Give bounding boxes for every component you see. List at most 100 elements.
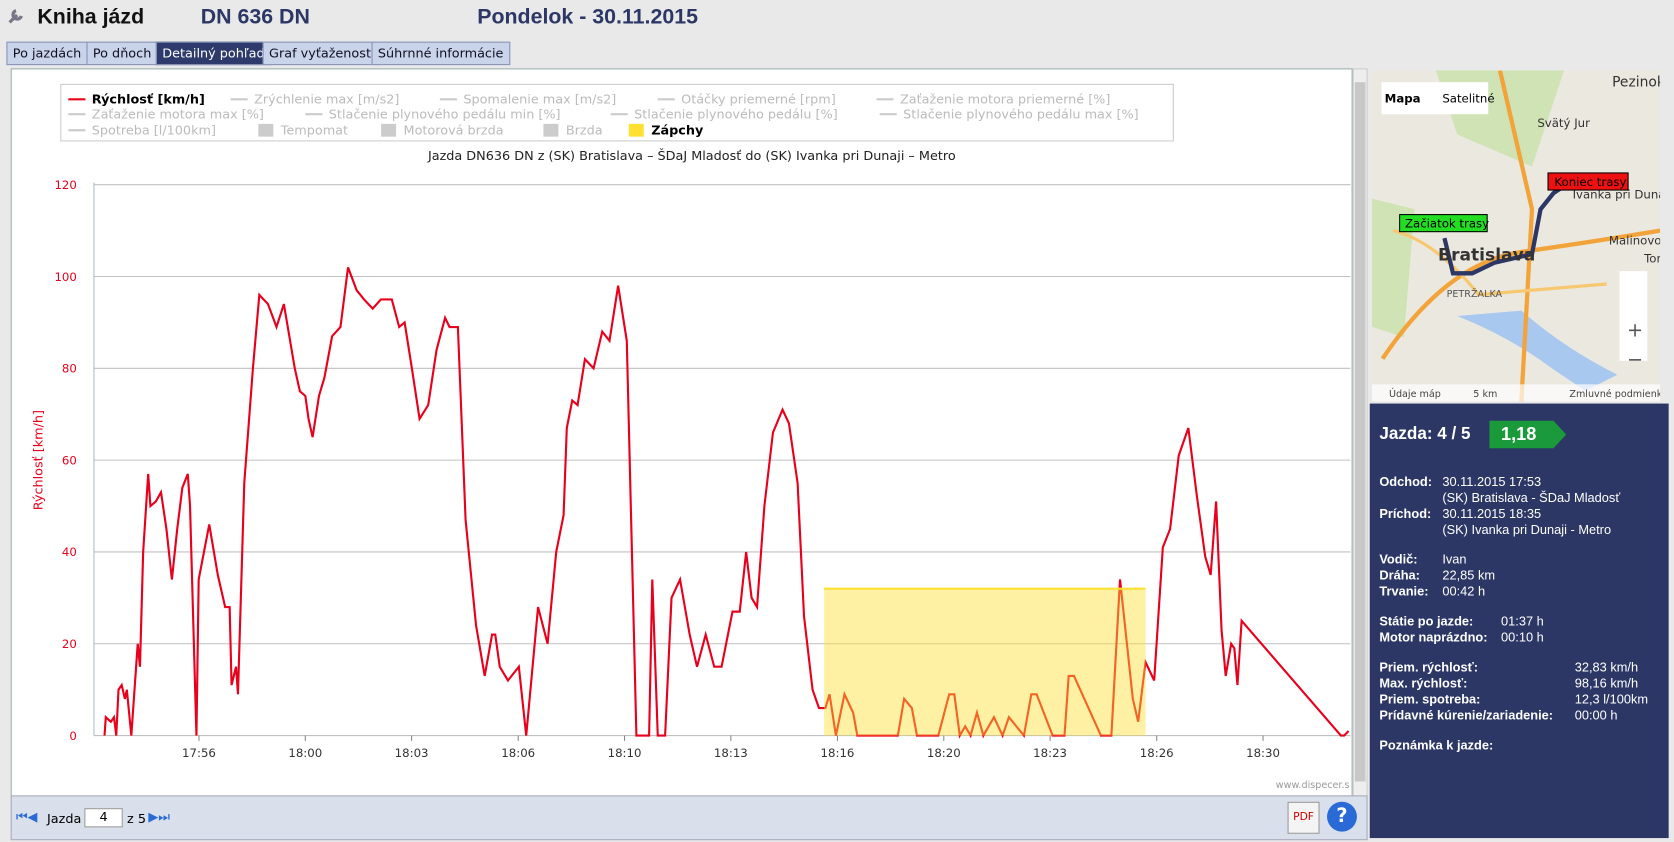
app-title: Kniha jázd — [37, 5, 145, 29]
info-value: 00:10 h — [1501, 629, 1544, 645]
date: Pondelok - 30.11.2015 — [477, 5, 698, 29]
congestion-band — [824, 588, 1146, 736]
legend-label[interactable]: Zápchy — [651, 124, 704, 139]
map: Mapa Satelitné Pezinok Svätý Jur Ivanka … — [1371, 70, 1661, 402]
x-tick-label: 18:10 — [608, 746, 642, 760]
place: Pezinok — [1612, 74, 1660, 90]
info-value: 12,3 l/100km — [1574, 691, 1649, 707]
info-value: 30.11.2015 18:35 — [1442, 506, 1542, 521]
tab[interactable]: Súhrnné informácie — [371, 41, 510, 66]
info-value: 22,85 km — [1442, 567, 1496, 583]
legend-label[interactable]: Stlačenie plynového pedálu min [%] — [329, 108, 561, 123]
legend-label[interactable]: Motorová brzda — [404, 124, 504, 139]
info-value: 32,83 km/h — [1574, 659, 1639, 675]
legend-label[interactable]: Otáčky priemerné [rpm] — [681, 93, 836, 108]
map-tab[interactable]: Mapa — [1385, 91, 1421, 105]
scrollbar[interactable] — [1352, 68, 1368, 798]
legend-label[interactable]: Zaťaženie motora priemerné [%] — [900, 93, 1110, 108]
x-tick-label: 18:30 — [1246, 746, 1280, 760]
x-tick-label: 18:13 — [714, 746, 748, 760]
x-tick-label: 18:20 — [927, 746, 961, 760]
map-footer: 5 km — [1473, 389, 1497, 400]
info-label: Priem. spotreba: — [1379, 691, 1481, 707]
pdf-button[interactable]: PDF — [1287, 801, 1320, 834]
tab[interactable]: Po dňoch — [86, 41, 158, 66]
score-badge — [1489, 420, 1567, 449]
start-marker: Začiatok trasy — [1405, 216, 1489, 230]
info-label: Poznámka k jazde: — [1379, 737, 1494, 753]
info-label: Státie po jazde: — [1379, 613, 1474, 629]
info-label: Prídavné kúrenie/zariadenie: — [1379, 707, 1554, 723]
place: PETRŽALKA — [1447, 287, 1503, 300]
info-value: 00:00 h — [1574, 707, 1618, 723]
legend-label[interactable]: Zaťaženie motora max [%] — [92, 108, 264, 123]
pager-bar: ⏮◀ Jazda 4 z 5 ▶⏭ PDF ? — [10, 795, 1368, 841]
x-tick-label: 18:00 — [288, 746, 322, 760]
chart-title: Jazda DN636 DN z (SK) Bratislava – ŠDaJ … — [427, 148, 956, 164]
y-tick-label: 20 — [62, 637, 77, 651]
legend-swatch — [258, 123, 274, 137]
y-tick-label: 0 — [69, 729, 76, 743]
y-axis-label: Rýchlosť [km/h] — [32, 410, 47, 510]
legend-label[interactable]: Spotreba [l/100km] — [92, 124, 216, 139]
x-tick-label: 18:26 — [1140, 746, 1174, 760]
map-tab[interactable]: Satelitné — [1442, 91, 1494, 105]
info-value: Ivan — [1442, 551, 1467, 567]
pager-total: z 5 — [127, 811, 146, 827]
info-label: Trvanie: — [1379, 583, 1429, 599]
place: Tom — [1643, 252, 1660, 266]
info-value: 98,16 km/h — [1574, 675, 1639, 691]
info-value: (SK) Bratislava - ŠDaJ Mladosť — [1442, 490, 1621, 505]
wrench-icon — [8, 9, 23, 24]
x-tick-label: 18:06 — [501, 746, 535, 760]
info-value: 30.11.2015 17:53 — [1442, 474, 1542, 489]
map-footer: Údaje máp — [1389, 387, 1441, 400]
legend-label[interactable]: Rýchlosť [km/h] — [92, 93, 205, 108]
legend-label[interactable]: Stlačenie plynového pedálu max [%] — [903, 108, 1139, 123]
y-tick-label: 120 — [54, 178, 76, 192]
legend-label[interactable]: Spomalenie max [m/s2] — [463, 93, 616, 108]
y-tick-label: 100 — [54, 270, 76, 284]
x-tick-label: 17:56 — [182, 746, 216, 760]
nav-last[interactable]: ▶⏭ — [148, 809, 170, 825]
place: Svätý Jur — [1537, 116, 1590, 130]
info-value: (SK) Ivanka pri Dunaji - Metro — [1442, 522, 1612, 538]
pager-label: Jazda — [46, 811, 82, 827]
info-label: Priem. rýchlosť: — [1379, 659, 1479, 675]
info-label: Vodič: — [1379, 551, 1418, 567]
legend-label[interactable]: Zrýchlenie max [m/s2] — [254, 93, 399, 108]
tab-active[interactable]: Detailný pohľad — [155, 41, 272, 66]
vehicle: DN 636 DN — [200, 5, 310, 29]
x-tick-label: 18:03 — [395, 746, 429, 760]
watermark: www.dispecer.s — [1276, 780, 1350, 791]
tab[interactable]: Graf vyťaženosti — [262, 41, 381, 66]
trip-info: Jazda: 4 / 5 1,18 Odchod: 30.11.2015 17:5… — [1369, 403, 1669, 839]
nav-first[interactable]: ⏮◀ — [16, 809, 38, 825]
chart-panel: 0 20 40 60 80 100 120 17:56 18:00 18:03 18:06 18:10… — [10, 68, 1353, 798]
page-input[interactable]: 4 — [84, 808, 123, 828]
end-marker: Koniec trasy — [1554, 175, 1626, 189]
legend-label[interactable]: Tempomat — [280, 124, 348, 139]
place: Malinovo — [1609, 233, 1660, 247]
x-tick-label: 18:23 — [1033, 746, 1067, 760]
help-button[interactable]: ? — [1327, 801, 1357, 832]
x-tick-label: 18:16 — [821, 746, 855, 760]
legend-box — [60, 83, 1174, 142]
zoom-in[interactable]: + — [1627, 318, 1643, 341]
info-label: Príchod: — [1379, 506, 1432, 521]
speed-line — [103, 266, 1350, 739]
legend-swatch — [381, 123, 397, 137]
chart: 0 20 40 60 80 100 120 17:56 18:00 18:03 18:06 18:10… — [32, 83, 1351, 791]
info-label: Dráha: — [1379, 567, 1420, 583]
place: Ivanka pri Dunaji — [1573, 188, 1661, 202]
y-tick-label: 80 — [62, 362, 77, 376]
legend-swatch — [628, 123, 644, 137]
info-label: Odchod: — [1379, 474, 1433, 489]
legend-label[interactable]: Brzda — [566, 124, 603, 139]
tab[interactable]: Po jazdách — [6, 41, 88, 66]
zoom-out[interactable]: − — [1627, 348, 1643, 371]
legend-label[interactable]: Stlačenie plynového pedálu [%] — [634, 108, 838, 123]
trip-number: Jazda: 4 / 5 — [1379, 424, 1471, 444]
